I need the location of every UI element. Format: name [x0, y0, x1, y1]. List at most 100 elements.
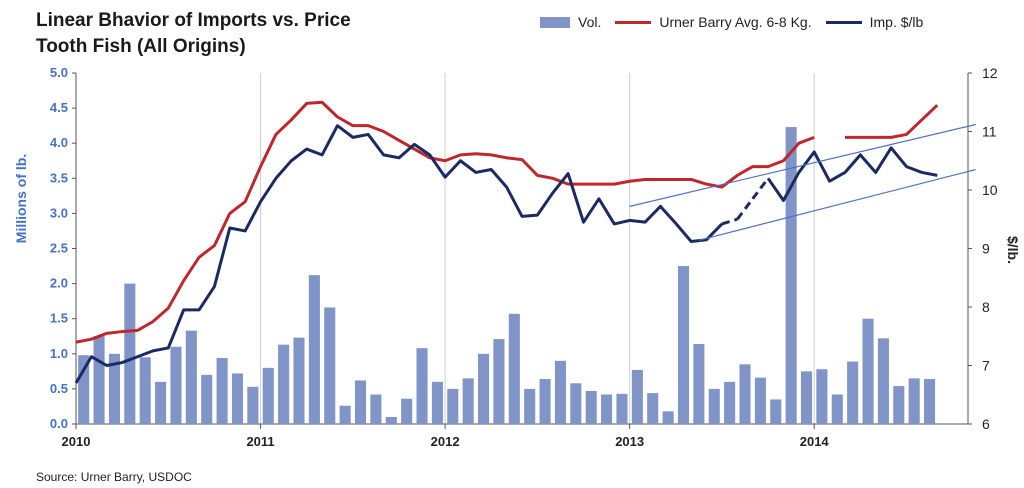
- legend-item-imports: Imp. $/lb: [825, 14, 924, 30]
- vol-bar: [339, 405, 351, 424]
- vol-bar: [93, 336, 105, 424]
- imports-line-dashed-segment: [751, 177, 770, 200]
- vol-bar: [185, 330, 197, 424]
- right-tick-label: 12: [982, 65, 998, 81]
- vol-bar: [262, 367, 274, 424]
- vol-bar: [770, 399, 782, 424]
- vol-bar: [924, 379, 936, 424]
- vol-bar: [847, 361, 859, 424]
- vol-bar: [539, 379, 551, 424]
- left-tick-label: 3.5: [50, 170, 68, 185]
- vol-bar: [170, 346, 182, 424]
- vol-bar: [800, 371, 813, 424]
- vol-bar: [308, 275, 320, 424]
- x-tick-label-2012: 2012: [431, 434, 460, 449]
- legend-swatch-urner-barry: [615, 20, 652, 24]
- vol-bar: [278, 344, 290, 424]
- vol-bar: [785, 127, 797, 424]
- vol-bar: [478, 353, 490, 424]
- imports-line-dashed-segment: [721, 217, 738, 226]
- vol-bar: [493, 339, 505, 424]
- vol-bar: [616, 393, 628, 424]
- vol-bar: [601, 394, 613, 424]
- vol-bar: [139, 357, 151, 424]
- left-tick-label: 0.5: [50, 381, 68, 396]
- vol-bar: [201, 374, 213, 424]
- legend: Vol. Urner Barry Avg. 6-8 Kg. Imp. $/lb: [540, 14, 937, 30]
- left-tick-label: 5.0: [50, 65, 68, 80]
- vol-bar: [431, 381, 443, 424]
- vol-bar: [554, 360, 566, 424]
- left-tick-label: 2.5: [50, 241, 68, 256]
- vol-bar: [893, 386, 905, 424]
- vol-bar: [570, 383, 582, 424]
- x-tick-label-2010: 2010: [62, 434, 91, 449]
- vol-bar: [155, 381, 167, 424]
- urner-barry-line: [844, 104, 939, 139]
- vol-bar: [631, 369, 643, 424]
- vol-bar: [862, 318, 874, 424]
- vol-bar: [447, 388, 459, 424]
- right-tick-label: 6: [982, 416, 990, 432]
- right-tick-label: 10: [982, 182, 998, 198]
- vol-bar: [831, 394, 843, 424]
- left-tick-label: 4.0: [50, 135, 68, 150]
- imports-line: [74, 124, 938, 384]
- x-tick-label-2014: 2014: [800, 434, 830, 449]
- left-tick-label: 3.0: [50, 205, 68, 220]
- vol-bar: [324, 307, 336, 424]
- vol-bar: [108, 353, 120, 424]
- vol-bar: [370, 394, 382, 424]
- x-tick-label-2011: 2011: [246, 434, 274, 449]
- vol-bar: [816, 369, 828, 424]
- right-tick-label: 8: [982, 299, 990, 315]
- legend-swatch-imports: [825, 20, 862, 24]
- right-tick-label: 7: [982, 358, 990, 374]
- vol-bar: [508, 313, 520, 424]
- source-note: Source: Urner Barry, USDOC: [36, 470, 192, 484]
- legend-label-imports: Imp. $/lb: [869, 14, 924, 30]
- y-axis-title-left: Millions of lb.: [13, 154, 29, 243]
- vol-bar: [231, 373, 244, 424]
- vol-bar: [247, 386, 259, 424]
- vol-bar: [662, 411, 674, 424]
- legend-label-urner-barry: Urner Barry Avg. 6-8 Kg.: [659, 14, 812, 30]
- y-axis-title-right: $/lb.: [1005, 236, 1021, 264]
- left-tick-label: 1.5: [50, 311, 68, 326]
- right-tick-label: 9: [982, 241, 990, 257]
- right-tick-label: 11: [982, 124, 997, 140]
- imports-line-dashed-segment: [736, 197, 754, 221]
- chart-title-line-1: Linear Bhavior of Imports vs. Price: [36, 10, 351, 31]
- left-tick-label: 0.0: [50, 416, 68, 431]
- vol-bar: [693, 343, 705, 424]
- vol-bar: [216, 358, 228, 424]
- legend-swatch-vol: [540, 16, 570, 28]
- vol-bar: [401, 398, 413, 424]
- vol-bar: [647, 393, 659, 424]
- urner-barry-line: [75, 100, 815, 344]
- left-tick-label: 1.0: [50, 346, 68, 361]
- vol-bar: [708, 388, 720, 424]
- legend-label-vol: Vol.: [578, 14, 602, 30]
- vol-bar: [585, 391, 597, 424]
- vol-bar: [124, 283, 136, 424]
- left-tick-label: 2.0: [50, 276, 68, 291]
- legend-item-urner-barry: Urner Barry Avg. 6-8 Kg.: [615, 14, 812, 30]
- vol-bar: [462, 378, 474, 424]
- vol-bar: [739, 364, 751, 424]
- trendline-2: [698, 168, 976, 241]
- trendline-1: [629, 123, 976, 207]
- vol-bar: [293, 337, 305, 424]
- vol-bar: [385, 416, 397, 424]
- vol-bar: [677, 266, 690, 424]
- legend-item-vol: Vol.: [540, 14, 601, 30]
- vol-bar: [908, 378, 920, 424]
- left-tick-label: 4.5: [50, 100, 68, 115]
- vol-bar: [416, 348, 428, 424]
- vol-bar: [877, 338, 889, 424]
- x-tick-label-2013: 2013: [615, 434, 644, 449]
- vol-bar: [754, 377, 766, 424]
- vol-bar: [724, 381, 736, 424]
